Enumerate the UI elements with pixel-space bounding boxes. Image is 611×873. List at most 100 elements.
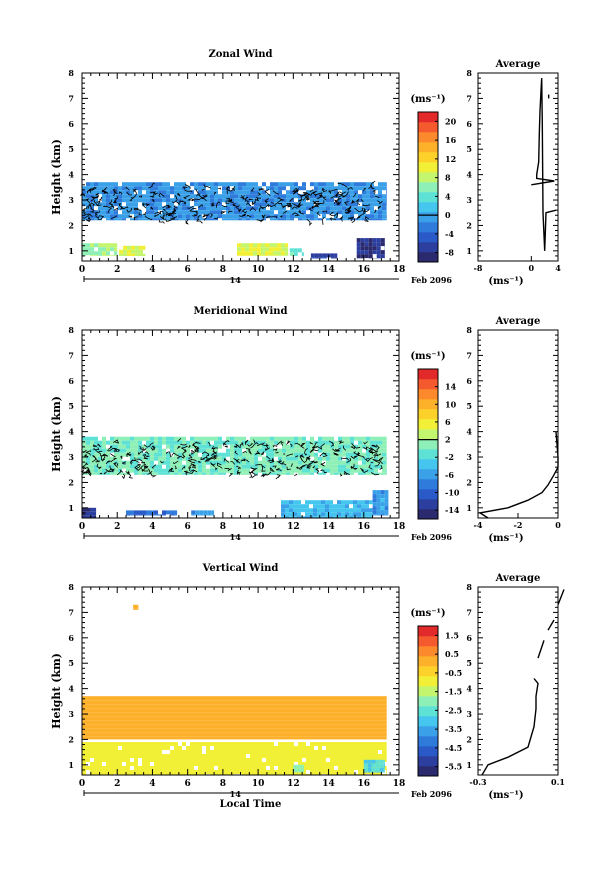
heatmap-cell xyxy=(294,194,298,199)
heatmap-cell xyxy=(206,708,210,713)
heatmap-cell xyxy=(150,194,154,199)
contour-segment xyxy=(343,472,350,475)
heatmap-cell xyxy=(364,238,369,243)
heatmap-cell xyxy=(234,716,238,721)
contour-segment xyxy=(184,183,192,189)
heatmap-cell xyxy=(186,464,190,469)
heatmap-cell xyxy=(306,762,310,766)
heatmap-cell xyxy=(134,762,138,766)
heatmap-cell xyxy=(293,248,298,253)
heatmap-cell xyxy=(274,436,278,441)
contour-segment xyxy=(134,464,143,471)
heatmap-cell xyxy=(265,255,269,256)
colorbar-swatch xyxy=(418,232,438,243)
heatmap-cell xyxy=(98,716,102,721)
heatmap-cell xyxy=(294,186,298,191)
contour-segment xyxy=(96,200,101,207)
heatmap-cell xyxy=(258,440,262,445)
heatmap-cell xyxy=(314,732,318,737)
heatmap-cell xyxy=(302,766,306,770)
heatmap-cell xyxy=(282,712,286,717)
heatmap-cell xyxy=(326,728,330,733)
contour-segment xyxy=(276,440,283,446)
heatmap-cell xyxy=(362,464,366,469)
heatmap-cell xyxy=(274,206,278,211)
heatmap-cell xyxy=(326,704,330,709)
heatmap-cell xyxy=(254,448,258,453)
heatmap-cell xyxy=(310,468,314,473)
heatmap-cell xyxy=(142,754,146,758)
average-x-label: (ms⁻¹) xyxy=(488,276,523,287)
heatmap-cell xyxy=(338,708,342,713)
heatmap-cell xyxy=(322,452,326,457)
heatmap-cell xyxy=(370,452,374,457)
heatmap-cell xyxy=(174,754,178,758)
heatmap-cell xyxy=(158,182,162,187)
contour-segment xyxy=(373,452,379,457)
heatmap-cell xyxy=(371,759,376,764)
heatmap-cell xyxy=(234,770,238,774)
heatmap-cell xyxy=(241,255,245,256)
heatmap-cell xyxy=(114,728,118,733)
heatmap-cell xyxy=(119,249,123,254)
heatmap-cell xyxy=(202,436,206,441)
contour-segment xyxy=(151,199,155,203)
heatmap-cell xyxy=(139,245,143,250)
heatmap-cell xyxy=(82,452,86,457)
heatmap-cell xyxy=(270,746,274,750)
heatmap-cell xyxy=(134,444,138,449)
contour-segment xyxy=(237,470,240,475)
heatmap-cell xyxy=(326,190,330,195)
heatmap-cell xyxy=(170,708,174,713)
heatmap-cell xyxy=(198,440,202,445)
colorbar-swatch xyxy=(418,439,438,450)
colorbar-tick-label: 0.5 xyxy=(445,649,459,659)
heatmap-cell xyxy=(82,214,86,219)
heatmap-cell xyxy=(106,728,110,733)
heatmap-cell xyxy=(342,704,346,709)
heatmap-cell xyxy=(250,716,254,721)
heatmap-cell xyxy=(258,724,262,729)
heatmap-cell xyxy=(254,218,258,221)
heatmap-cell xyxy=(314,766,318,770)
heatmap-cell xyxy=(378,472,382,475)
heatmap-cell xyxy=(386,214,387,219)
heatmap-cell xyxy=(310,754,314,758)
heatmap-cell xyxy=(338,728,342,733)
contour-segment xyxy=(297,202,302,208)
heatmap-cell xyxy=(138,754,142,758)
heatmap-cell xyxy=(98,214,102,219)
heatmap-cell xyxy=(322,198,326,203)
heatmap-cell xyxy=(354,758,358,762)
heatmap-cell xyxy=(281,243,285,248)
heatmap-cell xyxy=(174,510,178,515)
heatmap-cell xyxy=(330,766,334,770)
heatmap-cell xyxy=(134,472,138,475)
heatmap-cell xyxy=(378,754,382,758)
heatmap-cell xyxy=(277,255,281,256)
contour-segment xyxy=(112,188,118,195)
heatmap-cell xyxy=(302,700,306,705)
heatmap-cell xyxy=(370,716,374,721)
heatmap-cell xyxy=(302,218,306,221)
heatmap-cell xyxy=(346,758,350,762)
contour-segment xyxy=(331,188,338,192)
heatmap-cell xyxy=(90,247,94,252)
heatmap-cell xyxy=(314,194,318,199)
heatmap-cell xyxy=(342,712,346,717)
heatmap-cell xyxy=(202,770,206,774)
heatmap-cell xyxy=(358,766,362,770)
heatmap-cell xyxy=(290,452,294,457)
heatmap-cell xyxy=(298,444,302,449)
contour-segment xyxy=(265,216,275,218)
heatmap-cell xyxy=(238,724,242,729)
heatmap-cell xyxy=(382,724,386,729)
heatmap-cell xyxy=(214,704,218,709)
heatmap-cell xyxy=(282,746,286,750)
heatmap-cell xyxy=(258,452,262,457)
contour-segment xyxy=(291,203,300,208)
heatmap-cell xyxy=(274,716,278,721)
heatmap-cell xyxy=(210,468,214,473)
heatmap-cell xyxy=(334,210,338,215)
heatmap-cell xyxy=(358,700,362,705)
